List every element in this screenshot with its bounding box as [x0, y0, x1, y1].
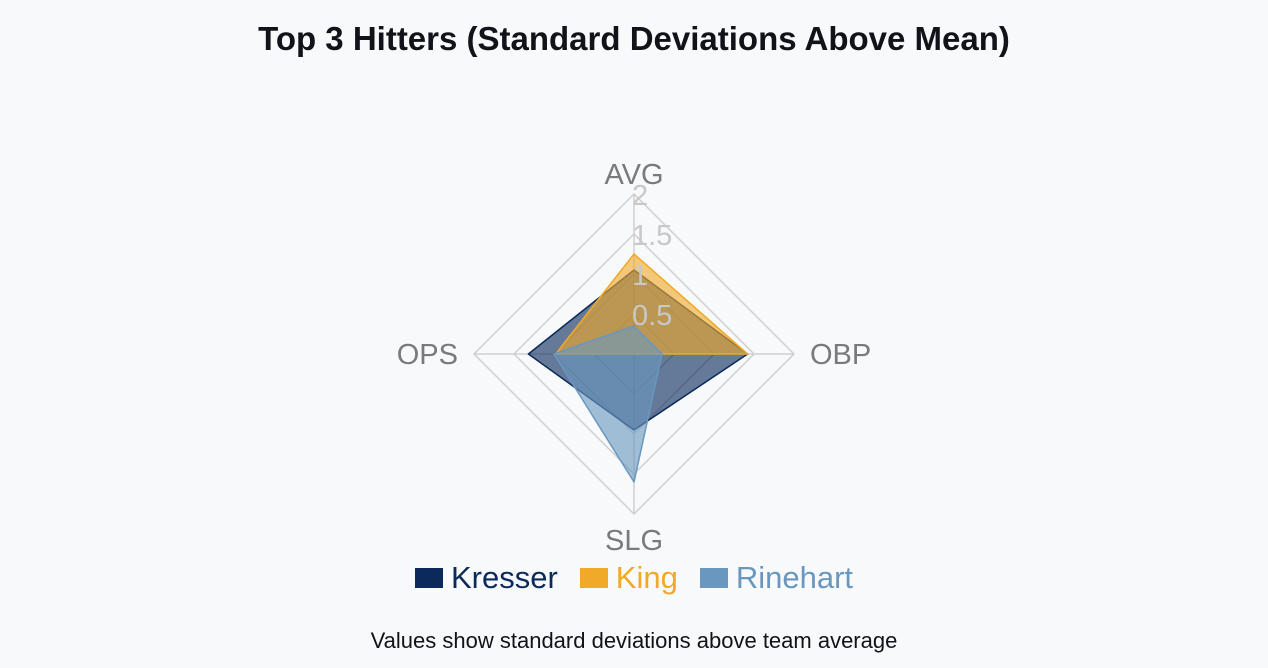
legend-swatch	[414, 568, 443, 588]
chart-legend: Kresser King Rinehart	[0, 556, 1268, 600]
axis-label-slg: SLG	[605, 525, 663, 557]
tick-label-1-5: 1.5	[632, 220, 672, 252]
radar-tick-labels: 0.5 1 1.5 2	[632, 180, 672, 332]
chart-footnote: Values show standard deviations above te…	[370, 628, 898, 653]
series-area-rinehart	[553, 325, 663, 483]
tick-label-2: 2	[632, 180, 648, 212]
radar-series	[527, 253, 749, 483]
axis-label-ops: OPS	[397, 339, 458, 371]
axis-label-avg: AVG	[604, 159, 663, 191]
axis-label-obp: OBP	[810, 339, 871, 371]
legend-label: Kresser	[450, 560, 558, 595]
tick-label-0-5: 0.5	[632, 300, 672, 332]
chart-title: Top 3 Hitters (Standard Deviations Above…	[258, 20, 1010, 57]
legend-item-rinehart[interactable]: Rinehart	[699, 560, 854, 596]
legend-label: Rinehart	[735, 560, 854, 595]
legend-item-kresser[interactable]: Kresser	[414, 560, 558, 596]
radar-axis-labels: AVG OBP SLG OPS	[397, 159, 872, 557]
legend-swatch	[699, 568, 728, 588]
legend-label: King	[615, 560, 678, 595]
tick-label-1: 1	[632, 260, 648, 292]
legend-swatch	[579, 568, 608, 588]
legend-item-king[interactable]: King	[579, 560, 678, 596]
